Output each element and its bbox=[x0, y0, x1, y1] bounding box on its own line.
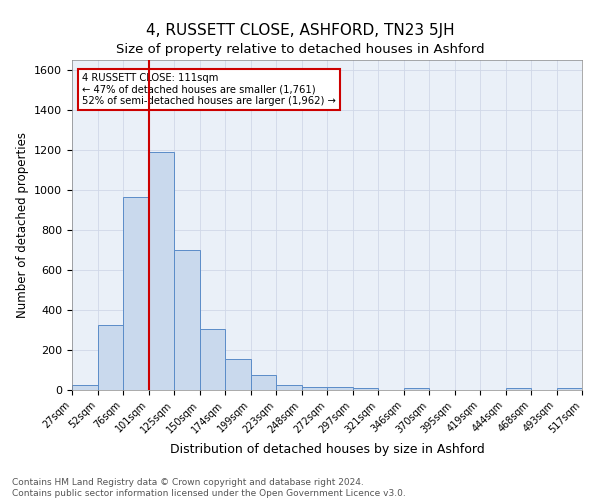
Text: Contains HM Land Registry data © Crown copyright and database right 2024.
Contai: Contains HM Land Registry data © Crown c… bbox=[12, 478, 406, 498]
Bar bbox=[199, 329, 225, 390]
Bar bbox=[557, 388, 582, 390]
Y-axis label: Number of detached properties: Number of detached properties bbox=[16, 132, 29, 318]
Bar bbox=[302, 387, 327, 390]
Bar bbox=[251, 375, 276, 390]
X-axis label: Distribution of detached houses by size in Ashford: Distribution of detached houses by size … bbox=[170, 443, 484, 456]
Bar bbox=[123, 197, 149, 390]
Bar bbox=[276, 385, 302, 390]
Bar bbox=[174, 250, 199, 390]
Bar bbox=[97, 325, 123, 390]
Bar bbox=[72, 385, 97, 390]
Bar bbox=[353, 388, 378, 390]
Text: 4 RUSSETT CLOSE: 111sqm
← 47% of detached houses are smaller (1,761)
52% of semi: 4 RUSSETT CLOSE: 111sqm ← 47% of detache… bbox=[82, 73, 336, 106]
Text: 4, RUSSETT CLOSE, ASHFORD, TN23 5JH: 4, RUSSETT CLOSE, ASHFORD, TN23 5JH bbox=[146, 22, 454, 38]
Bar bbox=[225, 359, 251, 390]
Bar bbox=[505, 388, 531, 390]
Bar bbox=[327, 387, 353, 390]
Text: Size of property relative to detached houses in Ashford: Size of property relative to detached ho… bbox=[116, 42, 484, 56]
Bar bbox=[404, 388, 429, 390]
Bar bbox=[149, 152, 174, 390]
